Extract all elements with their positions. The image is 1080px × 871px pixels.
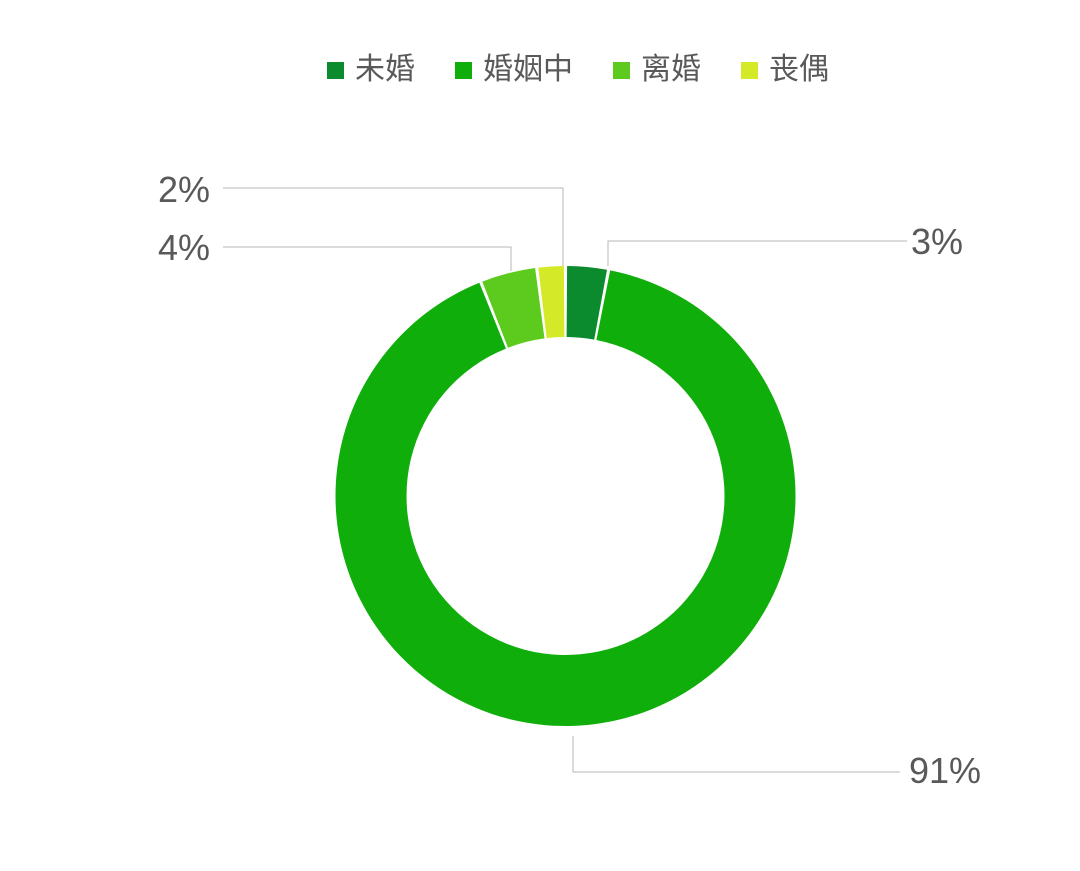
- svg-text:3%: 3%: [911, 221, 963, 262]
- svg-text:4%: 4%: [158, 227, 210, 268]
- svg-text:91%: 91%: [909, 750, 981, 791]
- svg-text:2%: 2%: [158, 169, 210, 210]
